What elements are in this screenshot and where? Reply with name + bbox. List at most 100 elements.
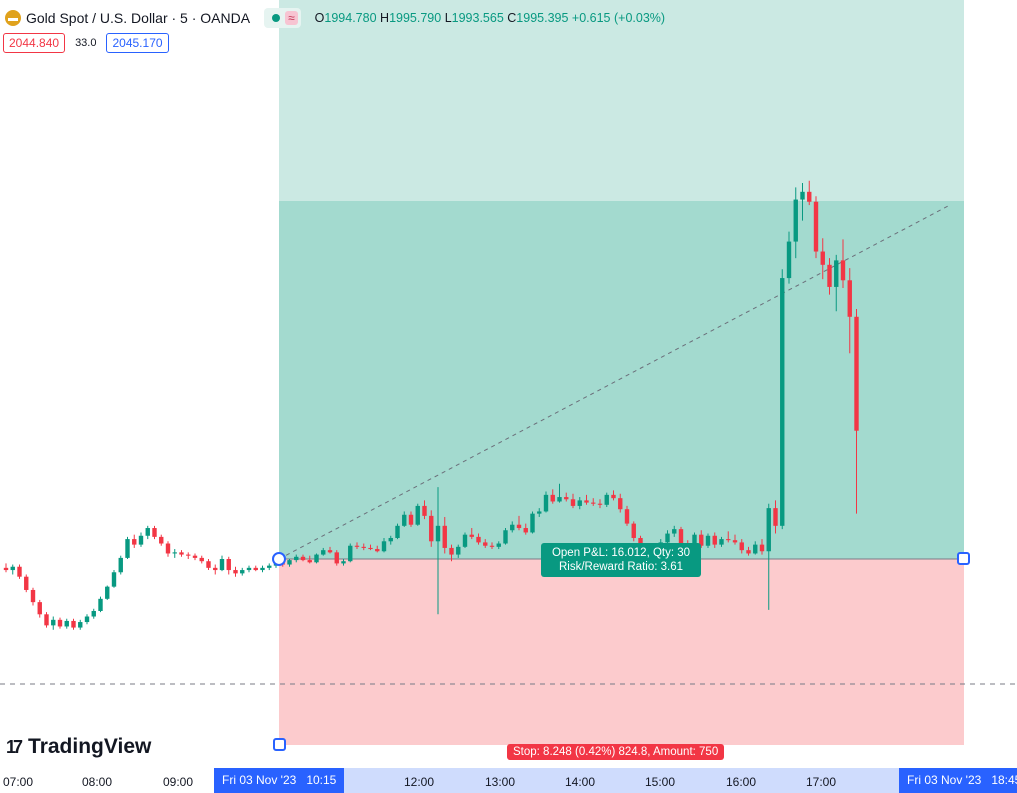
entry-handle[interactable] xyxy=(272,552,286,566)
candle-body xyxy=(692,534,697,551)
symbol-title[interactable]: Gold Spot / U.S. Dollar · 5 · OANDA xyxy=(26,10,251,26)
candle-body xyxy=(226,559,231,571)
candle-body xyxy=(557,497,562,502)
candle-body xyxy=(726,539,731,541)
candle-body xyxy=(138,535,144,545)
change-value: +0.615 (+0.03%) xyxy=(571,11,666,25)
candle-body xyxy=(597,503,603,505)
candle-body xyxy=(449,547,454,555)
candle-body xyxy=(550,494,555,502)
tradingview-logo[interactable]: 17 TradingView xyxy=(6,735,151,759)
time-axis[interactable]: 07:00 08:00 09:00 12:00 13:00 14:00 15:0… xyxy=(0,768,1017,793)
candle-body xyxy=(206,561,211,568)
candle-body xyxy=(361,546,366,548)
candle-body xyxy=(368,547,373,550)
candle-body xyxy=(813,201,819,252)
close-key: C xyxy=(507,11,517,25)
sell-price-button[interactable]: 2044.840 xyxy=(3,33,66,53)
candle-body xyxy=(219,559,225,571)
time-tick: 15:00 xyxy=(644,775,676,789)
candle-body xyxy=(510,524,515,531)
candle-body xyxy=(530,513,535,533)
wave-icon[interactable]: ≈ xyxy=(285,11,298,25)
candle-body xyxy=(780,278,785,526)
candle-body xyxy=(233,570,238,574)
right-handle[interactable] xyxy=(957,552,970,565)
open-value: 1994.780 xyxy=(324,11,377,25)
time-tick: 12:00 xyxy=(403,775,435,789)
candle-body xyxy=(854,316,859,431)
candle-body xyxy=(125,539,130,558)
high-value: 1995.790 xyxy=(389,11,442,25)
candle-body xyxy=(408,514,414,525)
candle-body xyxy=(476,536,481,543)
candle-body xyxy=(51,619,56,626)
candle-body xyxy=(746,550,751,554)
candle-body xyxy=(381,541,387,552)
candle-body xyxy=(624,509,630,524)
open-pl-label: Open P&L: 16.012, Qty: 30 Risk/Reward Ra… xyxy=(541,543,701,577)
candle-body xyxy=(10,566,15,571)
candle-body xyxy=(618,498,623,510)
candle-body xyxy=(186,554,191,556)
open-pl-text: Open P&L: 16.012, Qty: 30 xyxy=(551,547,691,559)
candle-body xyxy=(489,545,495,547)
candle-body xyxy=(827,264,832,287)
candles xyxy=(3,180,859,630)
candle-body xyxy=(429,515,434,542)
candle-body xyxy=(462,534,468,547)
candle-body xyxy=(348,545,353,562)
candle-body xyxy=(37,602,42,615)
candle-body xyxy=(516,524,522,529)
selected-range-band xyxy=(279,768,964,793)
candle-body xyxy=(159,536,164,544)
candle-body xyxy=(165,543,171,554)
candle-body xyxy=(564,497,569,500)
candle-body xyxy=(145,528,150,536)
candle-body xyxy=(503,530,508,544)
indicator-toggle[interactable]: ≈ xyxy=(264,8,301,28)
candle-body xyxy=(213,567,218,571)
close-value: 1995.395 xyxy=(516,11,569,25)
candle-body xyxy=(570,499,576,506)
candle-body xyxy=(287,560,292,565)
price-chart[interactable] xyxy=(0,0,1017,768)
candle-body xyxy=(152,528,157,537)
time-tick: 14:00 xyxy=(564,775,596,789)
open-key: O xyxy=(314,11,325,25)
candle-body xyxy=(577,500,582,506)
candle-body xyxy=(267,565,272,568)
buy-price-button[interactable]: 2045.170 xyxy=(106,33,169,53)
candle-body xyxy=(199,557,204,562)
candle-body xyxy=(496,543,501,547)
candle-body xyxy=(712,535,717,545)
candle-body xyxy=(604,494,609,505)
candle-body xyxy=(483,542,488,546)
candle-body xyxy=(30,589,36,603)
stop-handle[interactable] xyxy=(273,738,286,751)
range-start-label: Fri 03 Nov '23 10:15 xyxy=(214,768,344,793)
candle-body xyxy=(766,508,771,552)
candle-body xyxy=(314,554,319,563)
candle-body xyxy=(699,534,704,546)
candle-body xyxy=(442,525,447,548)
candle-body xyxy=(172,552,177,554)
candle-body xyxy=(469,534,474,537)
candle-body xyxy=(111,572,117,587)
target-zone-upper xyxy=(279,0,964,201)
candle-body xyxy=(84,616,90,623)
candle-body xyxy=(321,550,326,555)
candle-body xyxy=(638,537,643,547)
candle-body xyxy=(773,508,778,526)
candle-body xyxy=(341,561,346,564)
candle-body xyxy=(388,537,393,542)
candle-body xyxy=(375,549,380,552)
candle-body xyxy=(820,251,825,265)
candle-body xyxy=(402,514,407,526)
candle-body xyxy=(793,199,798,242)
candle-body xyxy=(327,550,333,553)
candle-body xyxy=(3,567,9,571)
candle-body xyxy=(240,570,245,574)
stop-zone xyxy=(279,559,964,745)
candle-body xyxy=(672,529,677,534)
